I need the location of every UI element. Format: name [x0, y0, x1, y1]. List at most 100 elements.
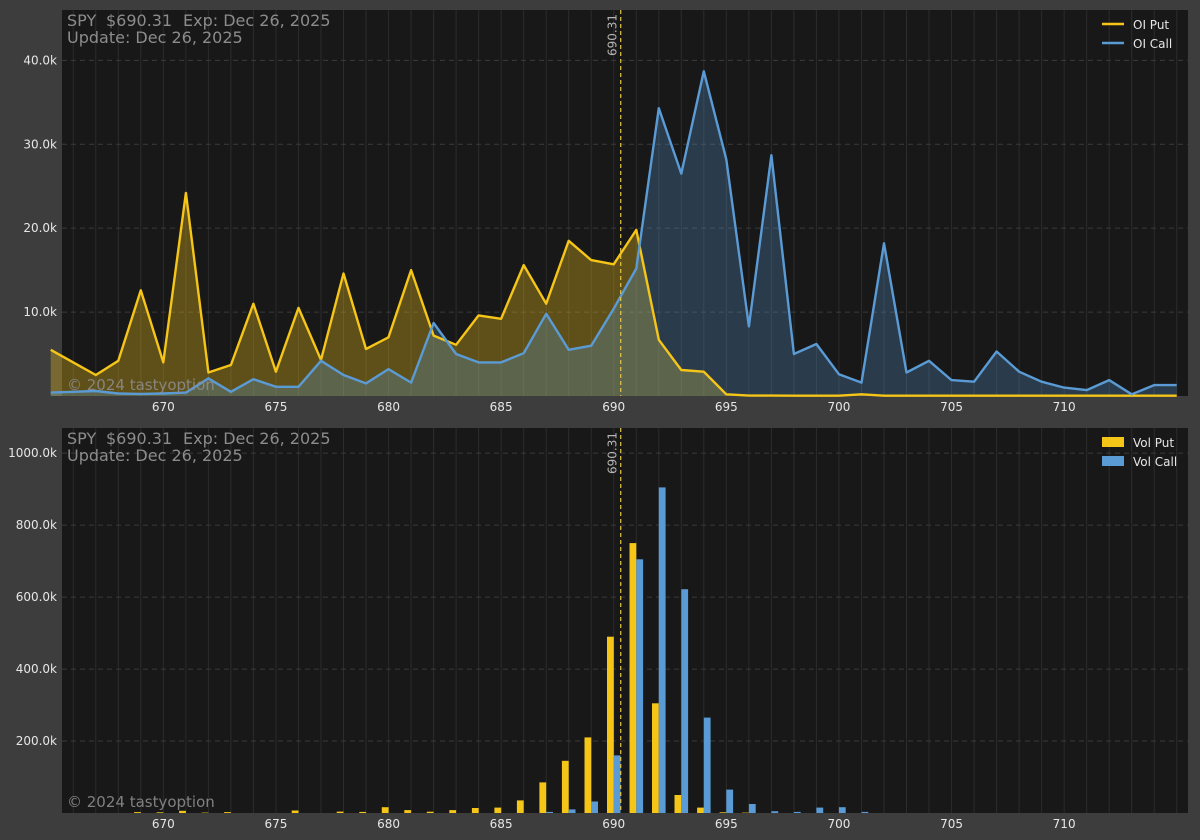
- oi-legend: OI Put OI Call: [1102, 18, 1172, 51]
- y-tick-label: 800.0k: [16, 518, 57, 532]
- y-tick-label: 200.0k: [16, 734, 57, 748]
- bar-vol-put: [561, 760, 569, 813]
- oi-expiration: Exp: Dec 26, 2025: [183, 11, 331, 30]
- bar-vol-put: [179, 810, 186, 813]
- oi-spot-marker: 690.31: [606, 10, 622, 396]
- vol-legend: Vol Put Vol Call: [1102, 436, 1177, 469]
- x-tick-label: 685: [490, 400, 513, 414]
- bar-vol-call: [636, 559, 644, 813]
- bar-vol-put: [359, 811, 367, 813]
- x-tick-label: 670: [152, 817, 175, 831]
- x-tick-label: 680: [377, 817, 400, 831]
- legend-label-oi-call: OI Call: [1133, 37, 1172, 51]
- legend-label-oi-put: OI Put: [1133, 18, 1169, 32]
- oi-spot-label: 690.31: [606, 14, 620, 56]
- x-tick-label: 675: [264, 817, 287, 831]
- bar-vol-put: [156, 812, 164, 813]
- vol-plot-area: [62, 428, 1188, 813]
- x-tick-label: 695: [715, 400, 738, 414]
- y-tick-label: 40.0k: [23, 53, 57, 67]
- x-tick-label: 705: [940, 400, 963, 414]
- vol-update: Update: Dec 26, 2025: [67, 446, 243, 465]
- legend-swatch-vol-call: [1102, 456, 1124, 466]
- bar-vol-call: [793, 811, 801, 813]
- vol-grid: [62, 428, 1188, 813]
- bar-vol-put: [426, 811, 434, 813]
- bar-vol-call: [726, 789, 734, 813]
- bar-vol-call: [546, 811, 553, 813]
- bar-vol-call: [771, 811, 779, 813]
- bar-vol-put: [697, 807, 704, 813]
- open-interest-panel: 690.31 670 675 680 685 690 695 700 705 710 10.0k 2…: [23, 10, 1188, 414]
- oi-grid: [62, 10, 1188, 396]
- legend-swatch-vol-put: [1102, 437, 1124, 447]
- x-tick-label: 690: [602, 400, 625, 414]
- bar-vol-put: [584, 737, 592, 813]
- bar-vol-put: [607, 636, 614, 813]
- bar-vol-put: [449, 810, 457, 813]
- bar-vol-call: [681, 589, 689, 813]
- bar-vol-call: [861, 811, 869, 813]
- oi-update: Update: Dec 26, 2025: [67, 28, 243, 47]
- x-tick-label: 695: [715, 817, 738, 831]
- bar-vol-call: [591, 801, 598, 813]
- bar-vol-put: [494, 807, 502, 813]
- bar-vol-call: [568, 809, 576, 813]
- x-tick-label: 705: [940, 817, 963, 831]
- bar-vol-put: [224, 812, 231, 813]
- bar-vol-put: [336, 811, 344, 813]
- x-tick-label: 685: [490, 817, 513, 831]
- area-fill-oi-call: [50, 71, 1177, 397]
- bar-vol-call: [838, 807, 846, 813]
- x-tick-label: 675: [264, 400, 287, 414]
- vol-ticker: SPY: [67, 429, 96, 448]
- vol-watermark: © 2024 tastyoption: [67, 793, 215, 811]
- bar-vol-put: [629, 543, 637, 813]
- y-tick-label: 400.0k: [16, 662, 57, 676]
- bar-vol-put: [134, 812, 141, 813]
- oi-price: $690.31: [106, 11, 172, 30]
- y-tick-label: 30.0k: [23, 137, 57, 151]
- oi-plot-area: [62, 10, 1188, 396]
- vol-price: $690.31: [106, 429, 172, 448]
- bar-vol-put: [291, 810, 299, 813]
- oi-areas: [50, 70, 1177, 397]
- oi-info-block: SPY $690.31 Exp: Dec 26, 2025 Update: De…: [67, 11, 331, 47]
- legend-label-vol-call: Vol Call: [1133, 455, 1177, 469]
- x-tick-label: 700: [827, 817, 850, 831]
- bar-vol-put: [674, 795, 682, 813]
- x-tick-label: 690: [602, 817, 625, 831]
- x-tick-label: 680: [377, 400, 400, 414]
- bar-vol-put: [652, 703, 659, 813]
- x-tick-label: 670: [152, 400, 175, 414]
- area-fill-oi-put: [50, 192, 1177, 396]
- vol-axis-ticks: 670 675 680 685 690 695 700 705 710 200.0k 400.0k 6…: [8, 446, 1076, 831]
- vol-spot-marker: 690.31: [606, 428, 622, 813]
- y-tick-label: 600.0k: [16, 590, 57, 604]
- bar-vol-put: [471, 808, 479, 813]
- volume-panel: 690.31 670 675 680 685 690 695 700 705 710 200.0k…: [8, 428, 1188, 831]
- x-tick-label: 710: [1053, 400, 1076, 414]
- bar-vol-call: [703, 717, 711, 813]
- bar-vol-call: [748, 804, 756, 813]
- vol-spot-label: 690.31: [606, 432, 620, 474]
- oi-axis-ticks: 670 675 680 685 690 695 700 705 710 10.0k 20.0k 30.…: [23, 53, 1075, 414]
- y-tick-label: 1000.0k: [8, 446, 57, 460]
- x-tick-label: 710: [1053, 817, 1076, 831]
- bar-vol-put: [516, 800, 524, 813]
- vol-expiration: Exp: Dec 26, 2025: [183, 429, 331, 448]
- x-tick-label: 700: [827, 400, 850, 414]
- vol-bars: [134, 487, 869, 813]
- bar-vol-put: [404, 810, 412, 813]
- oi-watermark: © 2024 tastyoption: [67, 376, 215, 394]
- bar-vol-call: [613, 755, 621, 813]
- oi-ticker: SPY: [67, 11, 96, 30]
- bar-vol-put: [539, 782, 547, 813]
- bar-vol-put: [381, 807, 389, 813]
- y-tick-label: 20.0k: [23, 221, 57, 235]
- bar-vol-call: [658, 487, 666, 813]
- vol-info-block: SPY $690.31 Exp: Dec 26, 2025 Update: De…: [67, 429, 331, 465]
- bar-vol-call: [816, 807, 824, 813]
- legend-label-vol-put: Vol Put: [1133, 436, 1174, 450]
